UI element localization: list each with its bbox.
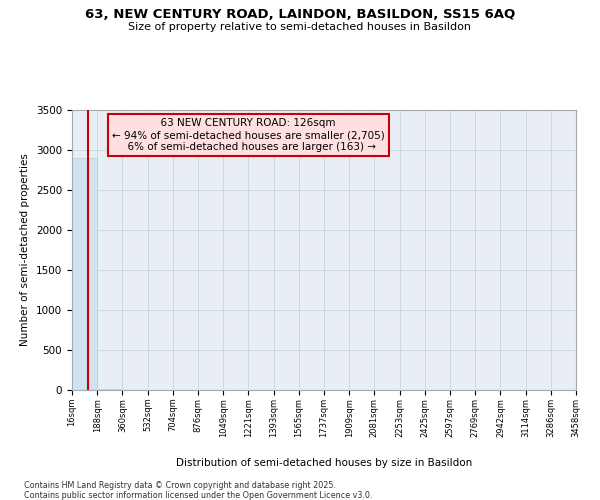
- Text: 63 NEW CENTURY ROAD: 126sqm  
← 94% of semi-detached houses are smaller (2,705)
: 63 NEW CENTURY ROAD: 126sqm ← 94% of sem…: [112, 118, 385, 152]
- Text: 63, NEW CENTURY ROAD, LAINDON, BASILDON, SS15 6AQ: 63, NEW CENTURY ROAD, LAINDON, BASILDON,…: [85, 8, 515, 20]
- Text: Contains HM Land Registry data © Crown copyright and database right 2025.: Contains HM Land Registry data © Crown c…: [24, 481, 336, 490]
- Y-axis label: Number of semi-detached properties: Number of semi-detached properties: [20, 154, 31, 346]
- Text: Contains public sector information licensed under the Open Government Licence v3: Contains public sector information licen…: [24, 491, 373, 500]
- Text: Size of property relative to semi-detached houses in Basildon: Size of property relative to semi-detach…: [128, 22, 472, 32]
- Text: Distribution of semi-detached houses by size in Basildon: Distribution of semi-detached houses by …: [176, 458, 472, 468]
- Bar: [72, 158, 97, 390]
